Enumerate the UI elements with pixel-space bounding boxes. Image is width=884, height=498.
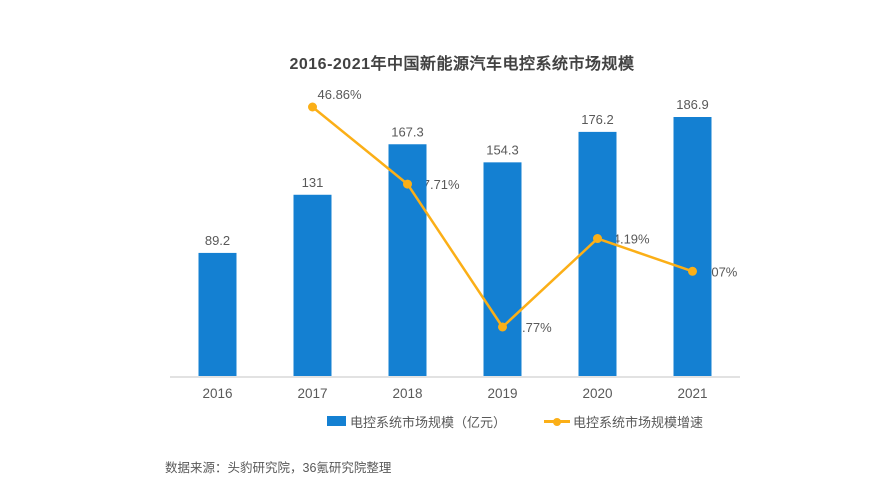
- bar-value-label-2016: 89.2: [205, 233, 230, 248]
- growth-label-2020: 14.19%: [606, 232, 651, 247]
- bar-value-label-2017: 131: [302, 175, 324, 190]
- bar-2019: [483, 162, 522, 377]
- bar-value-label-2019: 154.3: [486, 142, 519, 157]
- growth-label-2018: 27.71%: [416, 177, 461, 192]
- bar-2018: [388, 144, 427, 377]
- growth-point-2017: [308, 102, 317, 112]
- legend-item-market-size: 电控系统市场规模（亿元）: [326, 412, 506, 431]
- growth-point-2019: [498, 322, 507, 332]
- x-axis-label-2021: 2021: [677, 386, 707, 401]
- source-note: 数据来源：头豹研究院，36氪研究院整理: [165, 461, 392, 475]
- bar-value-label-2018: 167.3: [391, 124, 424, 139]
- legend-item-growth-rate: 电控系统市场规模增速: [544, 412, 703, 431]
- x-axis-labels: 2016 2017 2018 2019 2020 2021: [202, 386, 707, 401]
- chart-legend: 电控系统市场规模（亿元） 电控系统市场规模增速: [150, 410, 880, 432]
- growth-point-2020: [593, 234, 602, 244]
- bar-2017: [293, 194, 332, 377]
- chart-title: 2016-2021年中国新能源汽车电控系统市场规模: [289, 56, 635, 73]
- line-series-marker-icon: [544, 415, 570, 427]
- growth-label-2017: 46.86%: [318, 87, 363, 102]
- legend-bar-label: 电控系统市场规模（亿元）: [349, 414, 506, 430]
- x-axis-label-2019: 2019: [487, 386, 517, 401]
- x-axis-label-2017: 2017: [297, 386, 327, 401]
- bar-value-label-2020: 176.2: [581, 112, 614, 127]
- bar-2016: [198, 252, 237, 377]
- growth-points: [308, 102, 697, 332]
- line-series-dot-icon: [553, 417, 561, 426]
- growth-point-2021: [688, 266, 697, 276]
- x-axis-label-2020: 2020: [582, 386, 612, 401]
- x-axis-label-2018: 2018: [392, 386, 422, 401]
- bar-2021: [673, 117, 712, 377]
- legend-line-label: 电控系统市场规模增速: [573, 414, 704, 430]
- bar-series: [198, 117, 712, 377]
- bar-series-swatch-icon: [326, 416, 346, 426]
- bar-value-label-2021: 186.9: [676, 97, 709, 112]
- x-axis-label-2016: 2016: [202, 386, 232, 401]
- bar-value-labels: 89.2 131 167.3 154.3 176.2 186.9: [205, 97, 709, 248]
- growth-point-2018: [403, 179, 412, 189]
- bar-2020: [578, 131, 617, 377]
